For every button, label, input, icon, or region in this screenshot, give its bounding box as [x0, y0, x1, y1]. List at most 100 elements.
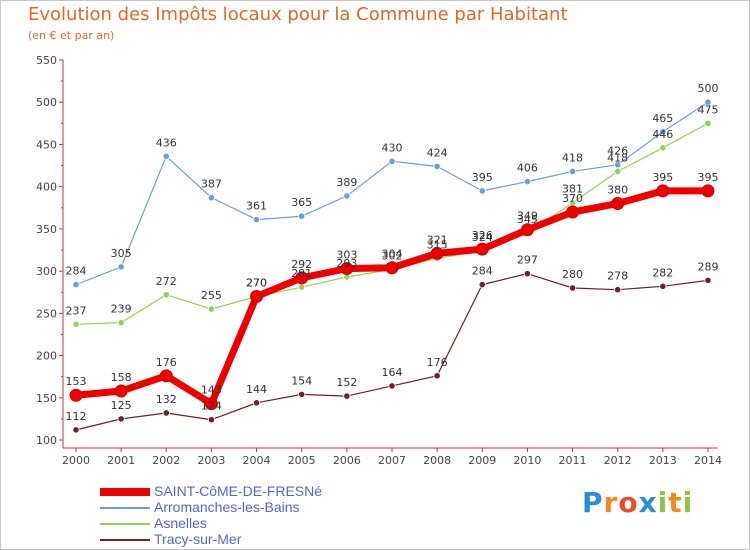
x-tick-label: 2003 [197, 454, 225, 467]
data-label: 500 [697, 82, 718, 95]
x-tick-label: 2012 [604, 454, 632, 467]
data-point [117, 415, 125, 423]
data-point [433, 372, 441, 380]
data-point [430, 246, 444, 260]
series-layer [69, 98, 715, 434]
data-label: 292 [291, 258, 312, 271]
proxiti-logo: Proxiti [582, 486, 694, 519]
data-point [162, 152, 170, 160]
data-label: 270 [246, 276, 267, 289]
data-label: 324 [472, 231, 493, 244]
data-point [252, 399, 261, 407]
data-label: 125 [111, 399, 132, 412]
data-point [568, 284, 577, 292]
data-point [388, 157, 396, 165]
data-point [114, 384, 128, 398]
data-point [385, 261, 399, 275]
data-point [250, 289, 264, 303]
data-label: 395 [472, 171, 493, 184]
y-tick-label: 450 [36, 138, 57, 151]
data-label: 395 [697, 171, 718, 184]
data-label: 361 [246, 200, 267, 213]
data-label: 465 [652, 112, 673, 125]
legend-label: Asnelles [154, 515, 207, 531]
data-point [340, 262, 354, 276]
data-label: 345 [517, 213, 538, 226]
data-point [704, 119, 712, 127]
data-point [159, 369, 173, 383]
data-label: 284 [472, 265, 493, 278]
data-point [659, 128, 667, 136]
data-label: 272 [156, 275, 177, 288]
y-tick-label: 250 [36, 307, 57, 320]
data-label: 143 [201, 384, 222, 397]
y-tick-label: 350 [36, 223, 57, 236]
data-label: 395 [652, 171, 673, 184]
x-tick-label: 2002 [152, 454, 180, 467]
x-tick-label: 2009 [468, 454, 496, 467]
y-tick-label: 200 [36, 350, 57, 363]
data-label: 446 [652, 128, 673, 141]
data-point [117, 263, 125, 271]
data-label: 426 [607, 145, 628, 158]
data-label: 380 [607, 184, 628, 197]
data-label: 424 [427, 146, 448, 159]
y-tick-label: 400 [36, 181, 57, 194]
series-line-tracy-sur-mer [75, 273, 709, 431]
data-label: 315 [427, 238, 448, 251]
data-label: 176 [156, 356, 177, 369]
data-label: 387 [201, 178, 222, 191]
legend-swatch [100, 507, 150, 509]
data-label: 144 [246, 383, 267, 396]
data-label: 297 [517, 254, 538, 267]
legend-swatch [100, 488, 150, 496]
data-label: 418 [562, 151, 583, 164]
data-label: 326 [472, 229, 493, 242]
data-label: 381 [562, 183, 583, 196]
data-point [433, 162, 441, 170]
data-point [523, 270, 532, 278]
data-label: 370 [562, 192, 583, 205]
data-point [298, 283, 306, 291]
legend-label: Tracy-sur-Mer [154, 531, 242, 547]
legend-item-saint-come: SAINT-CôME-DE-FRESNé [100, 483, 500, 500]
data-point [614, 167, 622, 176]
data-point [566, 205, 580, 219]
data-label: 282 [652, 266, 673, 279]
data-label: 281 [291, 267, 312, 280]
data-label: 321 [427, 233, 448, 246]
data-label: 280 [562, 268, 583, 281]
data-point [659, 282, 667, 290]
data-label: 302 [381, 249, 402, 262]
data-point [207, 305, 216, 313]
data-point [343, 392, 351, 400]
data-point [343, 192, 351, 200]
data-point [388, 382, 396, 390]
data-point [207, 416, 216, 424]
data-label: 112 [66, 410, 87, 423]
data-point [204, 397, 218, 411]
data-point [72, 281, 80, 289]
x-tick-label: 2006 [333, 454, 361, 467]
data-label: 154 [291, 374, 312, 387]
data-point [478, 187, 486, 195]
line-chart: 100 150 200 250 300 350 400 450 500 550 2000 2001 20… [36, 54, 722, 467]
data-label: 289 [697, 260, 718, 273]
y-tick-label: 150 [36, 392, 57, 405]
y-tick-label: 550 [36, 54, 57, 67]
x-tick-label: 2011 [559, 454, 587, 467]
data-point [656, 184, 670, 198]
legend-item-arromanches: Arromanches-les-Bains [100, 499, 500, 516]
data-label: 237 [66, 304, 87, 317]
data-point [701, 184, 715, 198]
data-label: 158 [111, 371, 132, 384]
x-tick-label: 2005 [288, 454, 316, 467]
data-point [704, 276, 712, 284]
data-label: 176 [427, 356, 448, 369]
data-point [475, 242, 489, 256]
x-tick-label: 2008 [423, 454, 451, 467]
chart-title: Evolution des Impôts locaux pour la Comm… [28, 4, 568, 25]
y-tick-label: 500 [36, 96, 57, 109]
